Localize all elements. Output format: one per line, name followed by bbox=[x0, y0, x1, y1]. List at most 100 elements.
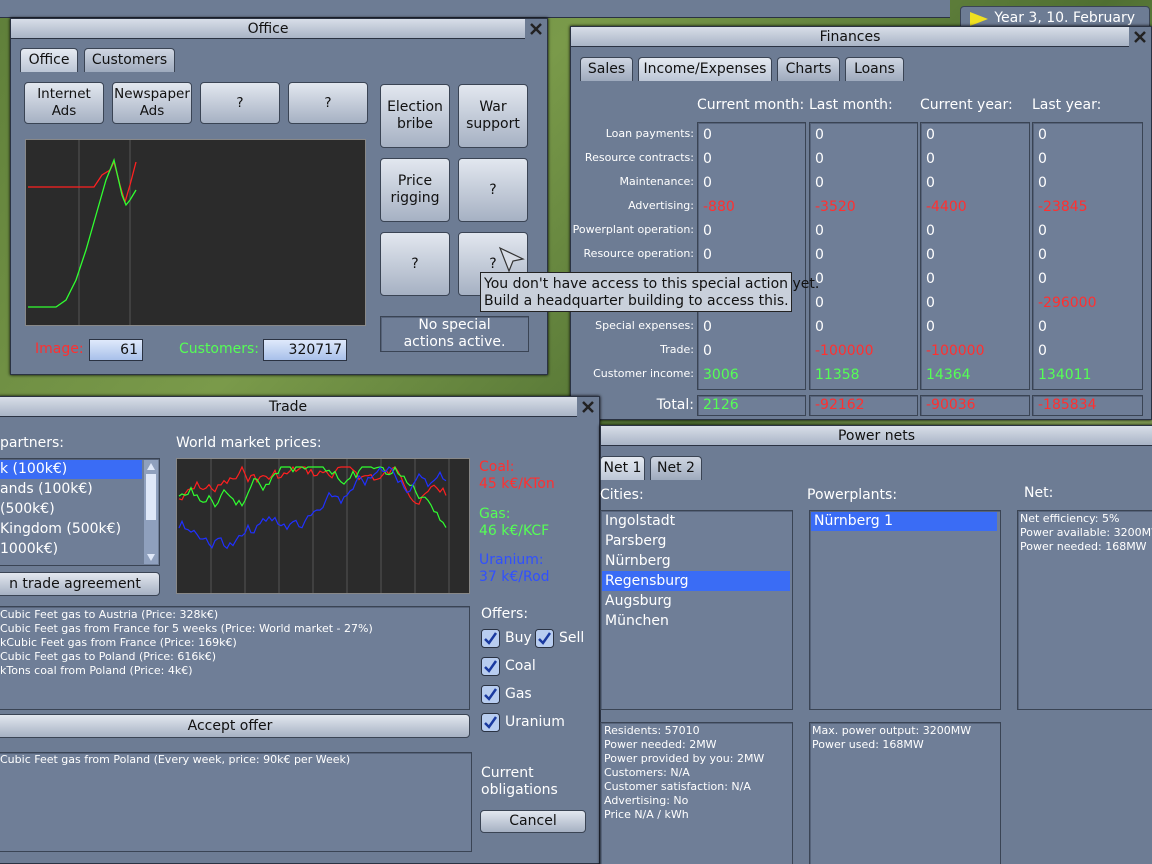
close-button[interactable] bbox=[1132, 29, 1148, 45]
special-button[interactable]: Price rigging bbox=[380, 158, 450, 222]
row-label: Loan payments: bbox=[605, 127, 694, 140]
filter-label: Gas bbox=[505, 686, 532, 702]
city-info: Customer satisfaction: N/A bbox=[604, 780, 751, 793]
row-label: Powerplant operation: bbox=[572, 223, 694, 236]
tooltip bbox=[480, 272, 792, 312]
tab[interactable]: Office bbox=[20, 48, 78, 72]
obligations-box bbox=[0, 752, 472, 852]
tab[interactable]: Customers bbox=[84, 48, 175, 72]
finance-value: 0 bbox=[703, 319, 712, 335]
window-title: Trade bbox=[0, 397, 577, 417]
finance-value: 0 bbox=[926, 151, 935, 167]
scroll-thumb[interactable] bbox=[146, 474, 156, 520]
special-button[interactable]: War support bbox=[458, 84, 528, 148]
obligations-label: Current obligations bbox=[481, 765, 558, 798]
partner-item[interactable]: ands (100k€) bbox=[0, 481, 93, 497]
powerplants-label: Powerplants: bbox=[807, 487, 898, 503]
tab[interactable]: Loans bbox=[845, 57, 904, 81]
city-info: Residents: 57010 bbox=[604, 724, 700, 737]
finance-value: 0 bbox=[1038, 247, 1047, 263]
row-label: Customer income: bbox=[593, 367, 694, 380]
tab[interactable]: Net 1 bbox=[600, 456, 645, 480]
check-mark bbox=[484, 716, 498, 729]
price-line bbox=[178, 465, 447, 528]
checkbox[interactable] bbox=[481, 713, 500, 732]
plant-info: Power used: 168MW bbox=[812, 738, 924, 751]
city-item[interactable]: Nürnberg bbox=[605, 553, 671, 569]
ad-button[interactable]: ? bbox=[288, 82, 368, 124]
city-item[interactable]: Augsburg bbox=[605, 593, 672, 609]
finance-value: 0 bbox=[703, 223, 712, 239]
total-panel bbox=[920, 395, 1030, 416]
agreement-button[interactable]: n trade agreement bbox=[0, 572, 160, 596]
accept-button[interactable]: Accept offer bbox=[0, 714, 470, 738]
city-info: Power provided by you: 2MW bbox=[604, 752, 765, 765]
checkbox[interactable] bbox=[481, 657, 500, 676]
city-info: Price N/A / kWh bbox=[604, 808, 689, 821]
mouse-cursor bbox=[498, 246, 525, 273]
checkbox[interactable] bbox=[481, 685, 500, 704]
city-info: Power needed: 2MW bbox=[604, 738, 717, 751]
partner-item[interactable]: Kingdom (500k€) bbox=[0, 521, 122, 537]
close-button[interactable] bbox=[580, 399, 596, 415]
special-button[interactable]: Election bribe bbox=[380, 84, 450, 148]
checkbox-box bbox=[481, 685, 500, 704]
finance-value: 0 bbox=[926, 295, 935, 311]
check-mark bbox=[484, 660, 498, 673]
partner-item[interactable]: k (100k€) bbox=[0, 460, 142, 479]
close-button[interactable] bbox=[528, 21, 544, 37]
finance-value: -296000 bbox=[1038, 295, 1097, 311]
finance-value: 14364 bbox=[926, 367, 971, 383]
checkbox[interactable] bbox=[535, 629, 554, 648]
offer-item: Cubic Feet gas to Austria (Price: 328k€) bbox=[0, 608, 219, 621]
offer-item: kTons coal from Poland (Price: 4k€) bbox=[0, 664, 193, 677]
column-panel bbox=[697, 122, 806, 390]
ad-button[interactable]: Newspaper Ads bbox=[112, 82, 192, 124]
column-panel bbox=[1032, 122, 1143, 390]
offer-item: kCubic Feet gas from France (Price: 169k… bbox=[0, 636, 237, 649]
price-value: 45 k€/KTon bbox=[479, 476, 555, 492]
partner-item[interactable]: (500k€) bbox=[0, 501, 55, 517]
status-box: No special actions active. bbox=[380, 316, 529, 352]
check-mark bbox=[484, 688, 498, 701]
city-item[interactable]: Parsberg bbox=[605, 533, 667, 549]
close-icon bbox=[530, 23, 542, 35]
partner-item[interactable]: 1000k€) bbox=[0, 541, 59, 557]
powerplants-list bbox=[809, 510, 1001, 710]
total-panel bbox=[809, 395, 918, 416]
tab[interactable]: Sales bbox=[580, 57, 633, 81]
powerplant-item[interactable]: Nürnberg 1 bbox=[811, 512, 997, 531]
scroll-arrow[interactable] bbox=[147, 554, 155, 561]
special-button[interactable]: ? bbox=[458, 158, 528, 222]
finance-value: 3006 bbox=[703, 367, 739, 383]
ad-button[interactable]: ? bbox=[200, 82, 280, 124]
checkbox[interactable] bbox=[481, 629, 500, 648]
total-panel bbox=[1032, 395, 1143, 416]
customer-chart bbox=[25, 139, 366, 326]
total-value: -185834 bbox=[1038, 397, 1097, 413]
finance-value: -100000 bbox=[926, 343, 985, 359]
special-button[interactable]: ? bbox=[380, 232, 450, 296]
total-value: -92162 bbox=[815, 397, 865, 413]
customers-label: Customers: bbox=[179, 341, 260, 357]
scroll-arrow[interactable] bbox=[147, 463, 155, 470]
city-item[interactable]: Regensburg bbox=[602, 571, 790, 591]
row-label: Trade: bbox=[660, 343, 694, 356]
cancel-button[interactable]: Cancel bbox=[480, 810, 586, 833]
city-info-box bbox=[600, 722, 793, 864]
city-info: Customers: N/A bbox=[604, 766, 690, 779]
finance-value: 0 bbox=[815, 223, 824, 239]
finance-value: 0 bbox=[815, 127, 824, 143]
tab[interactable]: Income/Expenses bbox=[638, 57, 772, 81]
offer-item: Cubic Feet gas from France for 5 weeks (… bbox=[0, 622, 373, 635]
finance-value: 0 bbox=[926, 319, 935, 335]
close-icon bbox=[582, 401, 594, 413]
offer-item: Cubic Feet gas to Poland (Price: 616k€) bbox=[0, 650, 216, 663]
window-title: Office bbox=[11, 19, 525, 39]
city-item[interactable]: Ingolstadt bbox=[605, 513, 676, 529]
check-mark bbox=[538, 632, 552, 645]
city-item[interactable]: München bbox=[605, 613, 669, 629]
tab[interactable]: Charts bbox=[777, 57, 840, 81]
ad-button[interactable]: Internet Ads bbox=[24, 82, 104, 124]
tab[interactable]: Net 2 bbox=[650, 456, 702, 480]
